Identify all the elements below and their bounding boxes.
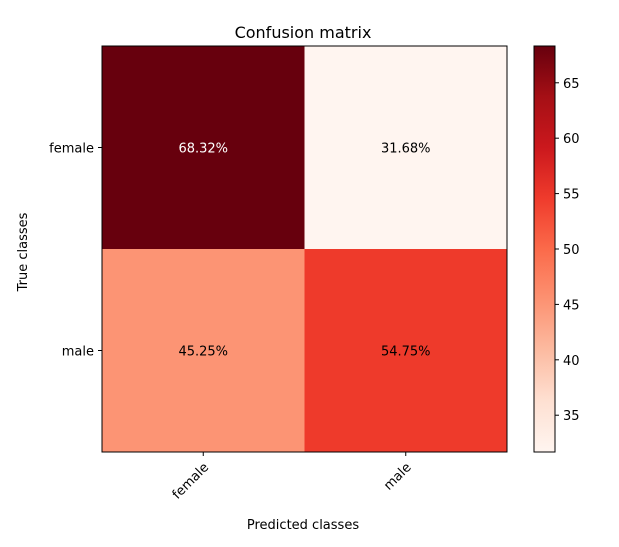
x-axis-ticks: female male [170, 452, 415, 503]
colorbar-tick-label: 60 [563, 132, 580, 147]
chart-title: Confusion matrix [235, 23, 372, 42]
heatmap-cell-0-0 [102, 46, 305, 249]
colorbar-tick-label: 55 [563, 188, 580, 203]
colorbar-tick-label: 50 [563, 243, 580, 258]
cell-label-1-1: 54.75% [381, 345, 431, 360]
colorbar-tick-label: 45 [563, 298, 580, 313]
heatmap-cell-1-0 [102, 249, 305, 452]
heatmap-cells [102, 46, 507, 452]
cell-label-0-0: 68.32% [178, 142, 228, 157]
x-axis-label: Predicted classes [247, 518, 359, 533]
x-tick-label: male [381, 460, 414, 493]
heatmap-cell-labels: 68.32% 31.68% 45.25% 54.75% [178, 142, 430, 360]
plot-frame [101, 45, 508, 453]
y-tick-label: male [62, 345, 94, 360]
heatmap-cell-1-1 [304, 249, 507, 452]
colorbar-tick-label: 65 [563, 77, 580, 92]
x-tick-label: female [170, 460, 212, 502]
y-tick-label: female [49, 142, 94, 157]
cell-label-0-1: 31.68% [381, 142, 431, 157]
cell-label-1-0: 45.25% [178, 345, 228, 360]
colorbar-tick-label: 35 [563, 409, 580, 424]
colorbar [533, 45, 556, 453]
y-axis-label: True classes [16, 212, 31, 292]
heatmap-cell-0-1 [304, 46, 507, 249]
colorbar-tick-label: 40 [563, 354, 580, 369]
colorbar-ticks: 35 40 45 50 55 60 65 [555, 77, 580, 424]
y-axis-ticks: female male [49, 142, 102, 360]
